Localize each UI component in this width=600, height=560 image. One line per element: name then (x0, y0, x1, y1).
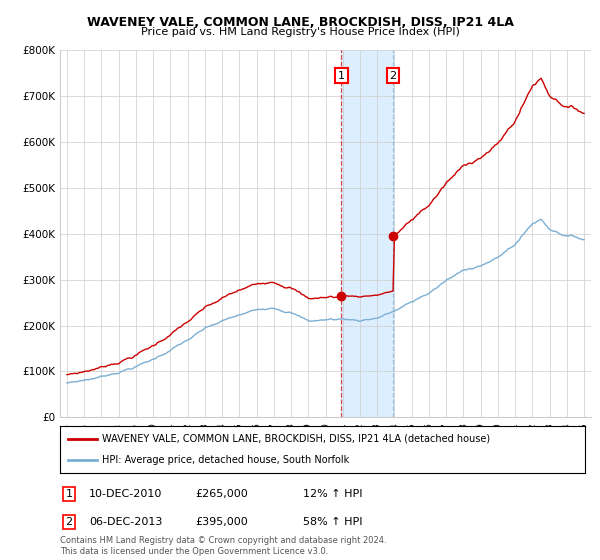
Text: 1: 1 (65, 489, 73, 499)
Text: 06-DEC-2013: 06-DEC-2013 (89, 517, 162, 527)
Text: £395,000: £395,000 (195, 517, 248, 527)
Text: WAVENEY VALE, COMMON LANE, BROCKDISH, DISS, IP21 4LA: WAVENEY VALE, COMMON LANE, BROCKDISH, DI… (86, 16, 514, 29)
Text: 1: 1 (338, 71, 345, 81)
Text: £265,000: £265,000 (195, 489, 248, 499)
Text: 12% ↑ HPI: 12% ↑ HPI (303, 489, 362, 499)
Text: 10-DEC-2010: 10-DEC-2010 (89, 489, 162, 499)
Text: 2: 2 (389, 71, 397, 81)
Text: 2: 2 (65, 517, 73, 527)
Text: HPI: Average price, detached house, South Norfolk: HPI: Average price, detached house, Sout… (102, 455, 349, 465)
Text: 58% ↑ HPI: 58% ↑ HPI (303, 517, 362, 527)
Bar (341, 50, 393, 417)
Text: Contains HM Land Registry data © Crown copyright and database right 2024.
This d: Contains HM Land Registry data © Crown c… (60, 536, 386, 556)
Text: Price paid vs. HM Land Registry's House Price Index (HPI): Price paid vs. HM Land Registry's House … (140, 27, 460, 37)
Text: WAVENEY VALE, COMMON LANE, BROCKDISH, DISS, IP21 4LA (detached house): WAVENEY VALE, COMMON LANE, BROCKDISH, DI… (102, 434, 490, 444)
